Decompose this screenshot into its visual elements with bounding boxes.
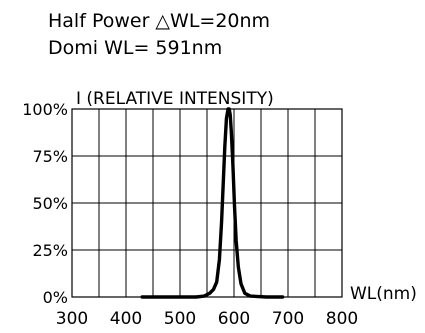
x-tick-label: 500 [164, 309, 196, 329]
x-tick-label: 400 [110, 309, 142, 329]
x-tick-labels: 300 400 500 600 700 800 [56, 309, 358, 329]
x-tick-label: 300 [56, 309, 88, 329]
y-tick-label: 0% [43, 288, 68, 307]
y-tick-label: 100% [22, 100, 68, 119]
y-tick-labels: 0% 25% 50% 75% 100% [22, 100, 68, 307]
x-tick-label: 800 [326, 309, 358, 329]
y-tick-label: 25% [32, 241, 68, 260]
x-tick-label: 700 [272, 309, 304, 329]
y-tick-label: 75% [32, 147, 68, 166]
half-power-annotation: Half Power △WL=20nm [48, 10, 270, 32]
plot-frame [71, 108, 343, 298]
y-axis-label: I (RELATIVE INTENSITY) [76, 89, 274, 109]
horizontal-grid [72, 155, 342, 251]
x-axis-label: WL(nm) [350, 284, 417, 304]
y-tick-label: 50% [32, 194, 68, 213]
x-tick-label: 600 [218, 309, 250, 329]
dominant-wavelength-annotation: Domi WL= 591nm [48, 37, 222, 59]
spectrum-series-line [140, 107, 285, 299]
